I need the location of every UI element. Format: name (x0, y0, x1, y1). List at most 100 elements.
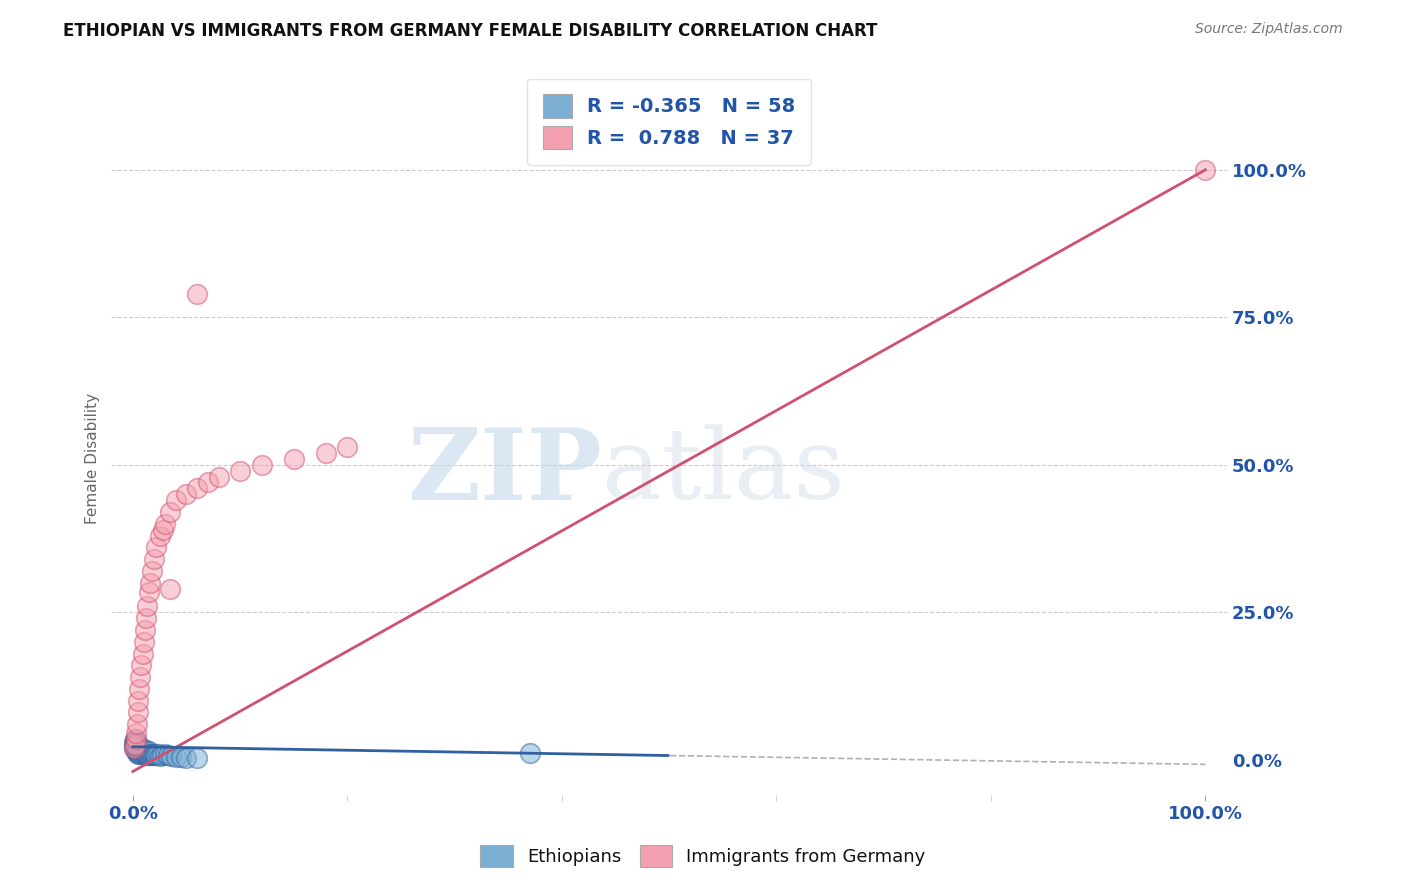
Point (138, 744, 160, 758)
Point (160, 749, 183, 764)
Text: ZIP: ZIP (408, 424, 602, 521)
Point (128, 742, 150, 756)
Point (127, 736, 149, 750)
Point (186, 481, 208, 495)
Point (229, 464, 252, 478)
Point (139, 575, 162, 590)
Point (127, 744, 149, 758)
Point (124, 732, 146, 747)
Point (129, 744, 152, 758)
Point (135, 599, 157, 614)
Point (157, 747, 180, 762)
Point (122, 740, 145, 755)
Point (124, 736, 146, 750)
Point (138, 747, 160, 761)
Legend: Ethiopians, Immigrants from Germany: Ethiopians, Immigrants from Germany (472, 838, 934, 874)
Point (122, 740, 145, 755)
Point (153, 747, 176, 761)
Point (131, 747, 153, 761)
Point (176, 487, 198, 501)
Point (127, 739, 149, 754)
Point (145, 541, 167, 555)
Point (127, 717, 149, 731)
Point (146, 747, 169, 761)
Point (127, 747, 149, 761)
Point (127, 742, 149, 756)
Point (124, 738, 146, 752)
Point (132, 742, 155, 756)
Point (165, 749, 187, 764)
Point (125, 733, 148, 747)
Point (145, 747, 167, 761)
Point (159, 505, 181, 519)
Point (208, 469, 231, 483)
Point (149, 528, 172, 542)
Point (125, 738, 148, 752)
Text: Source: ZipAtlas.com: Source: ZipAtlas.com (1195, 22, 1343, 37)
Point (129, 747, 152, 761)
Point (143, 552, 166, 566)
Point (142, 747, 165, 761)
Point (141, 564, 163, 578)
Point (138, 584, 160, 599)
Point (315, 446, 337, 460)
Point (128, 681, 150, 696)
Point (336, 440, 359, 454)
Point (1194, 162, 1216, 177)
Point (132, 634, 155, 648)
Point (129, 670, 152, 684)
Point (125, 740, 148, 755)
Text: atlas: atlas (602, 425, 845, 520)
Point (127, 738, 149, 752)
Point (519, 746, 541, 760)
Point (135, 744, 157, 758)
Point (132, 746, 155, 760)
Point (131, 746, 153, 760)
Point (135, 611, 157, 625)
Point (139, 747, 162, 762)
Point (127, 694, 149, 708)
Point (135, 747, 157, 762)
Point (125, 726, 148, 740)
Point (131, 658, 153, 673)
Point (127, 740, 149, 755)
Legend: R = -0.365   N = 58, R =  0.788   N = 37: R = -0.365 N = 58, R = 0.788 N = 37 (527, 78, 811, 165)
Point (134, 747, 156, 761)
Point (186, 751, 208, 765)
Point (135, 746, 157, 760)
Point (153, 516, 176, 531)
Point (127, 706, 149, 720)
Point (134, 623, 156, 637)
Text: ETHIOPIAN VS IMMIGRANTS FROM GERMANY FEMALE DISABILITY CORRELATION CHART: ETHIOPIAN VS IMMIGRANTS FROM GERMANY FEM… (63, 22, 877, 40)
Point (139, 747, 162, 761)
Point (129, 740, 152, 755)
Point (134, 744, 156, 758)
Point (150, 747, 173, 762)
Point (283, 451, 305, 466)
Point (136, 747, 159, 762)
Point (141, 747, 163, 762)
Point (152, 523, 174, 537)
Point (124, 739, 146, 754)
Point (165, 493, 187, 508)
Point (135, 747, 157, 761)
Point (131, 647, 153, 661)
Point (125, 744, 148, 758)
Point (131, 742, 153, 756)
Point (145, 747, 167, 762)
Point (143, 747, 166, 762)
Point (159, 582, 181, 596)
Y-axis label: Female Disability: Female Disability (86, 393, 100, 524)
Point (128, 739, 150, 754)
Point (127, 746, 149, 760)
Point (128, 746, 150, 760)
Point (186, 286, 208, 301)
Point (122, 735, 145, 749)
Point (131, 744, 153, 758)
Point (250, 458, 273, 472)
Point (124, 742, 146, 756)
Point (149, 749, 172, 764)
Point (125, 732, 148, 747)
Point (170, 750, 193, 764)
Point (122, 738, 145, 752)
